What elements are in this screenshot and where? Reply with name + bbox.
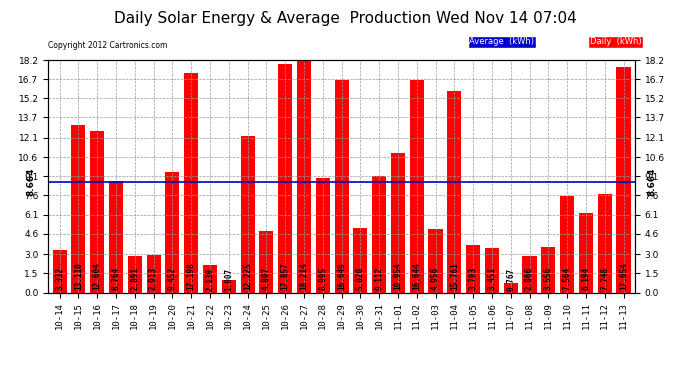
Text: 2.866: 2.866: [525, 267, 534, 290]
Text: 3.451: 3.451: [487, 267, 496, 290]
Bar: [109, 180, 123, 292]
Bar: [241, 136, 255, 292]
Text: 0.767: 0.767: [506, 268, 515, 291]
Bar: [335, 80, 348, 292]
Text: 12.604: 12.604: [92, 262, 101, 290]
Bar: [184, 73, 198, 292]
Bar: [522, 256, 537, 292]
Text: 16.644: 16.644: [412, 262, 421, 290]
Bar: [221, 280, 236, 292]
Text: 2.130: 2.130: [206, 267, 215, 291]
Text: Daily  (kWh): Daily (kWh): [590, 38, 642, 46]
Text: 2.913: 2.913: [149, 267, 158, 290]
Bar: [372, 176, 386, 292]
Text: 17.857: 17.857: [281, 262, 290, 290]
Bar: [410, 80, 424, 292]
Bar: [541, 247, 555, 292]
Bar: [579, 213, 593, 292]
Text: 2.891: 2.891: [130, 267, 139, 290]
Bar: [128, 256, 142, 292]
Bar: [278, 64, 292, 292]
Text: 7.564: 7.564: [562, 267, 571, 290]
Bar: [146, 255, 161, 292]
Text: 13.110: 13.110: [74, 262, 83, 290]
Bar: [71, 125, 86, 292]
Bar: [504, 283, 518, 292]
Bar: [297, 60, 311, 292]
Text: 8.664: 8.664: [27, 168, 36, 196]
Text: 12.225: 12.225: [243, 262, 252, 290]
Text: 1.007: 1.007: [224, 268, 233, 291]
Bar: [316, 178, 330, 292]
Text: 17.198: 17.198: [187, 262, 196, 290]
Text: 8.764: 8.764: [112, 267, 121, 290]
Text: Daily Solar Energy & Average  Production Wed Nov 14 07:04: Daily Solar Energy & Average Production …: [114, 11, 576, 26]
Text: 5.020: 5.020: [356, 267, 365, 290]
Text: Average  (kWh): Average (kWh): [469, 38, 534, 46]
Bar: [166, 172, 179, 292]
Text: 4.807: 4.807: [262, 267, 271, 290]
Text: Copyright 2012 Cartronics.com: Copyright 2012 Cartronics.com: [48, 41, 168, 50]
Bar: [391, 153, 405, 292]
Text: 18.214: 18.214: [299, 262, 308, 290]
Bar: [90, 132, 104, 292]
Bar: [466, 245, 480, 292]
Text: 3.332: 3.332: [55, 267, 64, 290]
Text: 17.654: 17.654: [619, 262, 628, 290]
Text: 7.748: 7.748: [600, 267, 609, 290]
Text: 16.649: 16.649: [337, 262, 346, 290]
Text: 3.703: 3.703: [469, 267, 477, 290]
Bar: [428, 229, 442, 292]
Text: 9.112: 9.112: [375, 267, 384, 290]
Text: 15.761: 15.761: [450, 262, 459, 290]
Bar: [447, 91, 462, 292]
Bar: [52, 250, 67, 292]
Text: 6.194: 6.194: [582, 267, 591, 290]
Bar: [203, 265, 217, 292]
Bar: [616, 67, 631, 292]
Text: 4.956: 4.956: [431, 267, 440, 290]
Text: 8.664: 8.664: [647, 168, 656, 196]
Bar: [259, 231, 273, 292]
Text: 9.452: 9.452: [168, 267, 177, 290]
Bar: [485, 248, 499, 292]
Bar: [560, 196, 574, 292]
Text: 8.995: 8.995: [318, 267, 327, 290]
Bar: [353, 228, 367, 292]
Bar: [598, 194, 612, 292]
Text: 3.556: 3.556: [544, 267, 553, 290]
Text: 10.954: 10.954: [393, 262, 402, 290]
